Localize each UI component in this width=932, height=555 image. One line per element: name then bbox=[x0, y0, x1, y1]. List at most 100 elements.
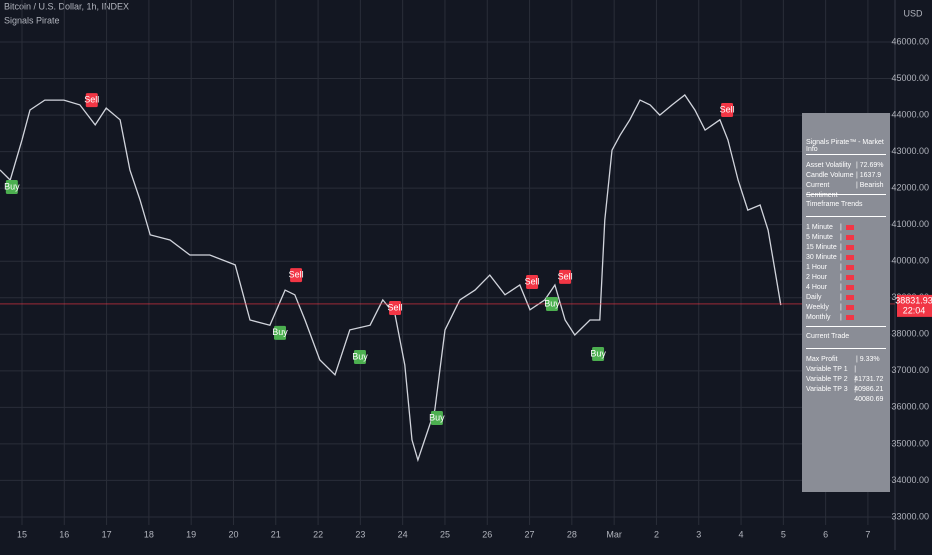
signal-label: Buy bbox=[272, 327, 288, 337]
y-tick-label: 40000.00 bbox=[891, 256, 929, 266]
sep: | bbox=[840, 304, 842, 311]
x-tick-label: 16 bbox=[59, 529, 69, 539]
axis-unit: USD bbox=[903, 8, 923, 18]
grid bbox=[0, 0, 895, 525]
divider bbox=[806, 348, 886, 349]
sep: | bbox=[840, 284, 842, 291]
signal-marker bbox=[290, 268, 303, 283]
x-tick-label: 25 bbox=[440, 529, 450, 539]
trend-row: 5 Minute | bbox=[806, 233, 886, 243]
signal-marker bbox=[526, 275, 539, 290]
row-value: | 9.33% bbox=[856, 356, 880, 363]
trend-indicator bbox=[845, 245, 854, 250]
x-tick-label: 2 bbox=[654, 529, 659, 539]
y-tick-label: 42000.00 bbox=[891, 183, 929, 193]
row-label: Weekly bbox=[806, 304, 829, 311]
trend-indicator bbox=[845, 235, 854, 240]
last-time-label: 22:04 bbox=[903, 305, 926, 315]
x-tick-label: 4 bbox=[739, 529, 744, 539]
trend-row: Weekly | bbox=[806, 303, 886, 313]
y-tick-label: 38000.00 bbox=[891, 329, 929, 339]
y-tick-label: 33000.00 bbox=[891, 511, 929, 521]
row-label: 4 Hour bbox=[806, 284, 828, 291]
price-line bbox=[0, 94, 782, 463]
trend-indicator bbox=[845, 315, 854, 320]
trend-row: 1 Hour | bbox=[806, 263, 886, 273]
signal-marker bbox=[559, 269, 572, 284]
x-tick-label: 22 bbox=[313, 529, 323, 539]
y-tick-label: 44000.00 bbox=[891, 109, 929, 119]
indicator-name: Signals Pirate bbox=[4, 15, 60, 25]
row-value: | 40080.69 bbox=[854, 386, 884, 403]
x-tick-label: Mar bbox=[606, 529, 622, 539]
trend-indicator bbox=[845, 275, 854, 280]
row-value: | 40986.21 bbox=[854, 376, 884, 393]
divider bbox=[806, 154, 886, 155]
signal-label: Sell bbox=[525, 276, 540, 286]
y-tick-label: 37000.00 bbox=[891, 365, 929, 375]
trend-indicator bbox=[845, 305, 854, 310]
trend-row: Daily | bbox=[806, 293, 886, 303]
sep: | bbox=[840, 254, 842, 261]
signal-marker bbox=[274, 325, 287, 340]
last-price-label: 38831.93 bbox=[895, 295, 932, 305]
section-title: Current Trade bbox=[806, 333, 850, 340]
signal-marker bbox=[353, 349, 366, 364]
section-title: Timeframe Trends bbox=[806, 201, 863, 208]
divider bbox=[806, 326, 886, 327]
signal-label: Buy bbox=[429, 412, 445, 422]
row-label: 2 Hour bbox=[806, 274, 828, 281]
row-value: | 72.69% bbox=[856, 162, 884, 169]
y-tick-label: 35000.00 bbox=[891, 438, 929, 448]
trade-row: Variable TP 3 | 40080.69 bbox=[806, 385, 886, 403]
x-tick-label: 3 bbox=[696, 529, 701, 539]
row-label: Variable TP 3 bbox=[806, 386, 848, 393]
trend-row: 30 Minute | bbox=[806, 253, 886, 263]
panel-title: Signals Pirate™ - Market Info bbox=[806, 139, 884, 153]
market-row: Candle Volume | 1637.9 bbox=[806, 171, 886, 181]
signal-label: Sell bbox=[289, 269, 304, 279]
market-row: Current Sentiment | Bearish bbox=[806, 181, 886, 199]
signal-label: Buy bbox=[4, 181, 20, 191]
signal-marker bbox=[592, 347, 605, 362]
trend-row: 4 Hour | bbox=[806, 283, 886, 293]
x-tick-label: 17 bbox=[102, 529, 112, 539]
x-tick-label: 24 bbox=[398, 529, 408, 539]
sep: | bbox=[840, 314, 842, 321]
x-tick-label: 5 bbox=[781, 529, 786, 539]
x-tick-label: 27 bbox=[525, 529, 535, 539]
x-tick-label: 21 bbox=[271, 529, 281, 539]
row-label: Max Profit bbox=[806, 356, 838, 363]
row-label: 30 Minute bbox=[806, 254, 837, 261]
signal-marker bbox=[5, 180, 18, 195]
x-tick-label: 23 bbox=[355, 529, 365, 539]
y-tick-label: 41000.00 bbox=[891, 219, 929, 229]
y-tick-label: 34000.00 bbox=[891, 475, 929, 485]
row-label: Current Sentiment bbox=[806, 182, 838, 199]
sep: | bbox=[840, 224, 842, 231]
trade-row: Variable TP 2 | 40986.21 bbox=[806, 375, 886, 393]
trend-indicator bbox=[845, 255, 854, 260]
x-tick-label: 19 bbox=[186, 529, 196, 539]
trend-row: 15 Minute | bbox=[806, 243, 886, 253]
divider bbox=[806, 194, 886, 195]
signal-marker bbox=[430, 410, 443, 425]
row-label: Asset Volatility bbox=[806, 162, 852, 169]
row-label: 5 Minute bbox=[806, 234, 833, 241]
x-tick-label: 15 bbox=[17, 529, 27, 539]
row-label: Candle Volume bbox=[806, 172, 854, 179]
signal-marker bbox=[545, 296, 558, 311]
signal-label: Sell bbox=[84, 94, 99, 104]
row-label: 1 Hour bbox=[806, 264, 828, 271]
y-tick-label: 46000.00 bbox=[891, 36, 929, 46]
row-value: | Bearish bbox=[856, 182, 884, 189]
signal-label: Buy bbox=[590, 348, 606, 358]
signal-label: Sell bbox=[388, 302, 403, 312]
y-tick-label: 43000.00 bbox=[891, 146, 929, 156]
x-tick-label: 20 bbox=[228, 529, 238, 539]
info-panel: Signals Pirate™ - Market Info Asset Volat… bbox=[802, 113, 890, 492]
row-label: Variable TP 2 bbox=[806, 376, 848, 383]
trend-indicator bbox=[845, 225, 854, 230]
signal-marker bbox=[389, 300, 402, 315]
